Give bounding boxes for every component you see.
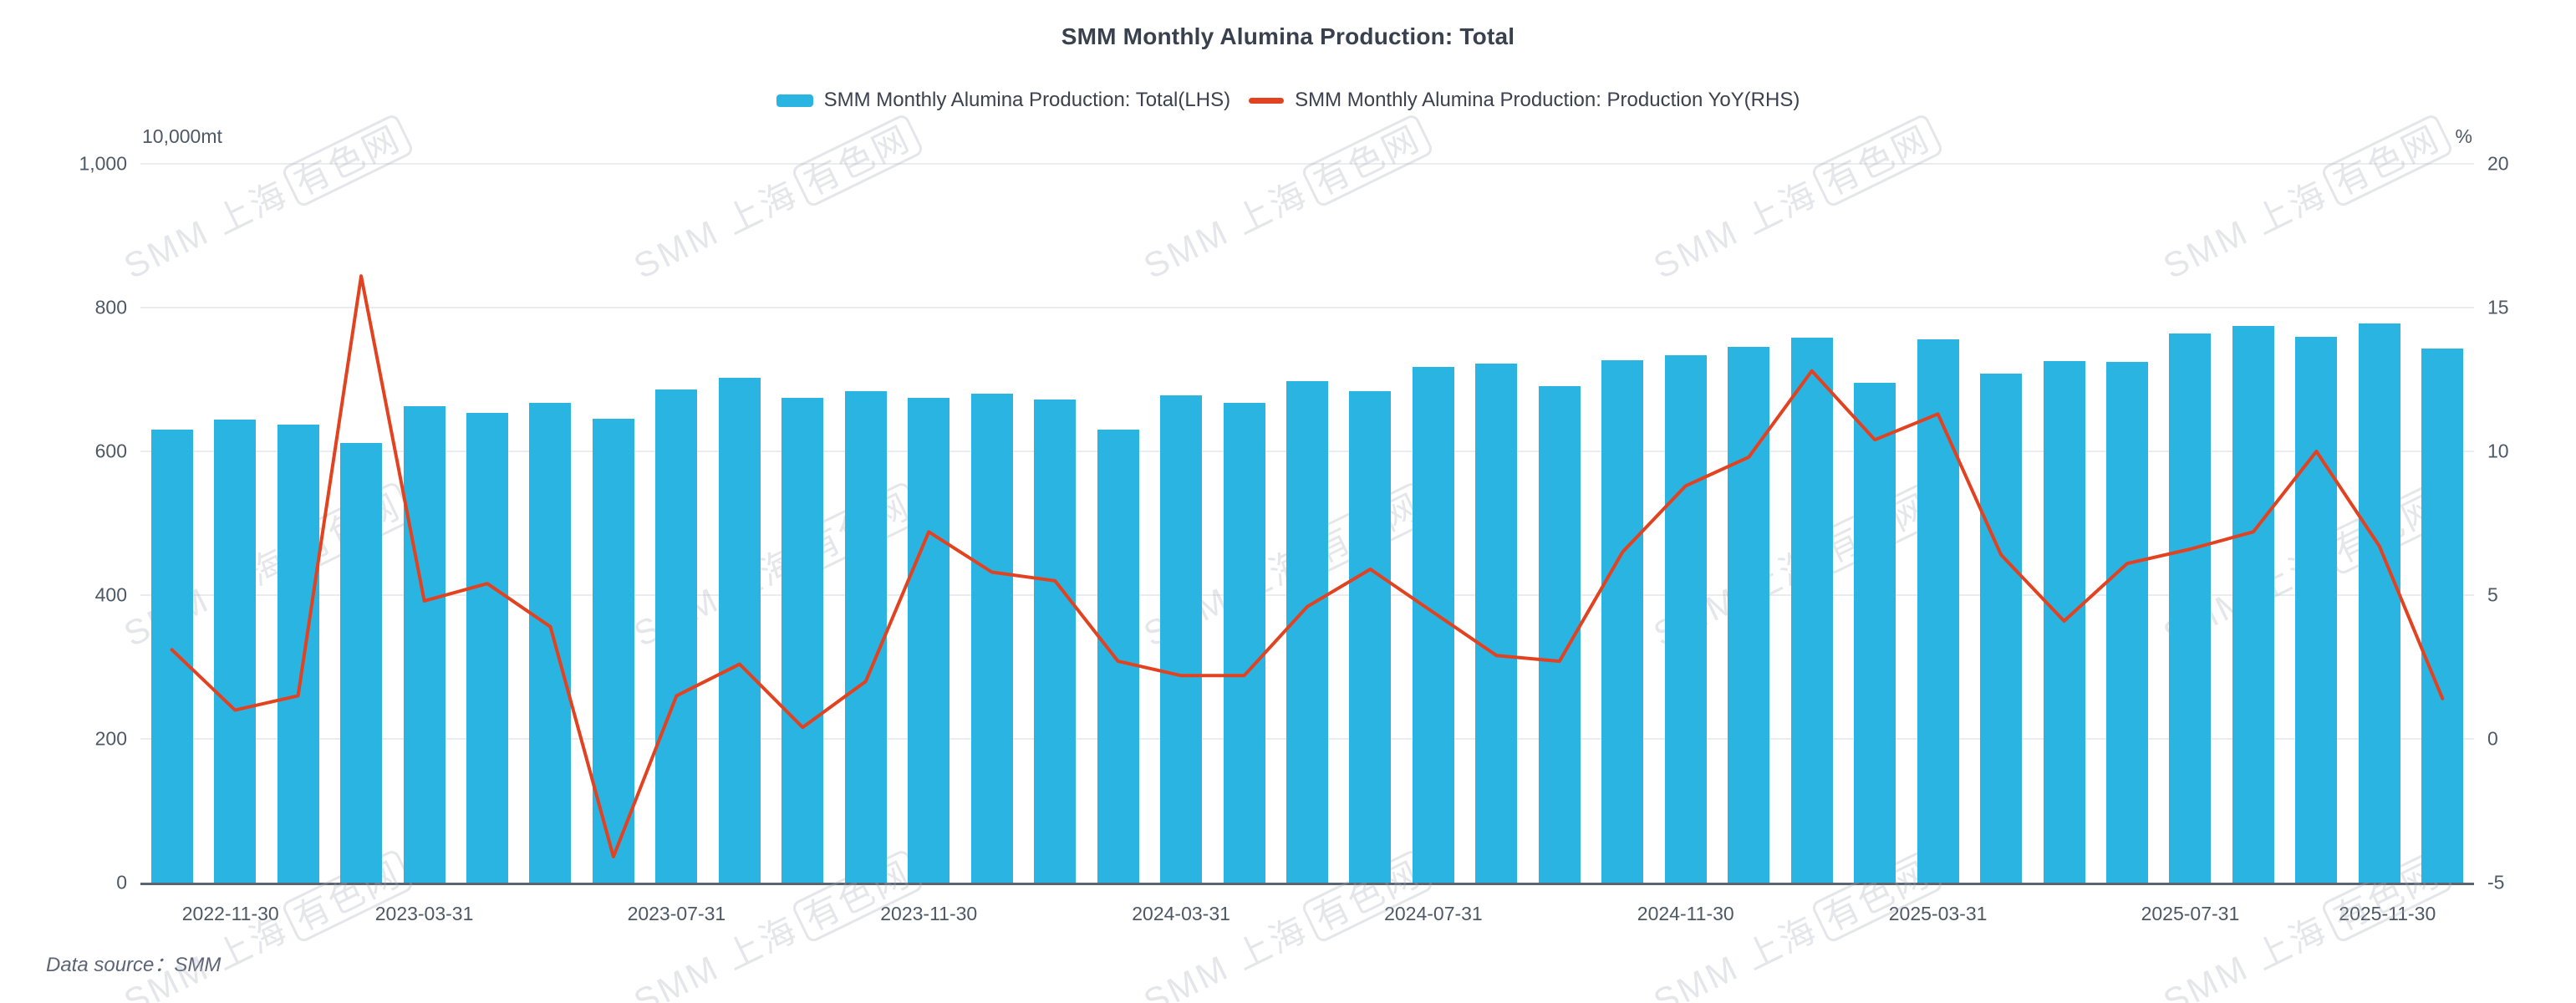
- bar[interactable]: [1664, 354, 1707, 883]
- bar[interactable]: [529, 402, 572, 883]
- x-axis-tick-label: 2022-11-30: [181, 903, 279, 924]
- bar[interactable]: [1160, 395, 1203, 883]
- legend-item-yoy[interactable]: SMM Monthly Alumina Production: Producti…: [1249, 89, 1800, 112]
- bar[interactable]: [908, 397, 950, 883]
- legend-label-yoy: SMM Monthly Alumina Production: Producti…: [1295, 89, 1800, 111]
- bar[interactable]: [1790, 338, 1833, 883]
- x-axis-tick-label: 2024-11-30: [1637, 903, 1734, 924]
- x-axis-tick-label: 2023-03-31: [374, 903, 474, 924]
- bar[interactable]: [970, 394, 1013, 883]
- bar[interactable]: [1223, 403, 1265, 883]
- bar[interactable]: [2232, 326, 2274, 883]
- bar[interactable]: [2105, 362, 2148, 883]
- bar[interactable]: [2295, 337, 2338, 883]
- legend-label-production: SMM Monthly Alumina Production: Total(LH…: [823, 89, 1231, 111]
- bar-series-swatch-icon: [776, 94, 813, 107]
- bar[interactable]: [1917, 339, 1959, 883]
- bar[interactable]: [1475, 364, 1518, 883]
- bar[interactable]: [150, 430, 193, 883]
- bar[interactable]: [340, 442, 383, 883]
- bar[interactable]: [781, 398, 824, 883]
- left-axis-unit: 10,000mt: [142, 125, 222, 147]
- bar[interactable]: [1980, 374, 2023, 883]
- plot-area[interactable]: [140, 163, 2474, 885]
- bar[interactable]: [1349, 390, 1392, 883]
- bar[interactable]: [466, 412, 509, 883]
- right-axis-unit: %: [2455, 125, 2472, 147]
- right-axis-tick-label: 0: [2487, 727, 2498, 750]
- right-axis-tick-label: 15: [2487, 296, 2509, 318]
- x-axis-tick-label: 2025-07-31: [2141, 903, 2240, 924]
- x-axis-tick-label: 2025-03-31: [1888, 903, 1988, 924]
- legend-item-production[interactable]: SMM Monthly Alumina Production: Total(LH…: [776, 89, 1230, 112]
- legend: SMM Monthly Alumina Production: Total(LH…: [0, 87, 2576, 114]
- left-axis-tick-label: 0: [116, 871, 127, 894]
- bar[interactable]: [1854, 383, 1896, 883]
- x-axis-tick-label: 2023-07-31: [627, 903, 726, 924]
- gridline: [140, 307, 2474, 308]
- x-axis-line: [140, 883, 2474, 885]
- bar[interactable]: [277, 425, 319, 883]
- line-series-swatch-icon: [1249, 97, 1285, 104]
- bar[interactable]: [2421, 349, 2464, 883]
- bar[interactable]: [1286, 380, 1328, 883]
- chart-title: SMM Monthly Alumina Production: Total: [1061, 23, 1515, 49]
- x-axis-tick-label: 2024-07-31: [1384, 903, 1483, 924]
- left-axis-tick-label: 1,000: [79, 152, 127, 175]
- x-axis-tick-label: 2024-03-31: [1132, 903, 1230, 924]
- bar[interactable]: [214, 420, 257, 883]
- bar[interactable]: [2358, 323, 2400, 883]
- gridline: [140, 163, 2474, 165]
- right-axis-tick-label: 10: [2487, 440, 2509, 462]
- bar[interactable]: [1412, 367, 1454, 883]
- right-axis-tick-label: 5: [2487, 583, 2498, 606]
- bar[interactable]: [718, 378, 761, 883]
- left-axis-tick-label: 800: [94, 296, 127, 318]
- bar[interactable]: [2169, 333, 2212, 883]
- bar[interactable]: [1097, 430, 1139, 883]
- left-axis-tick-label: 200: [94, 727, 127, 750]
- bar[interactable]: [403, 405, 445, 883]
- data-source-note: Data source：SMM: [46, 954, 221, 976]
- x-axis-tick-label: 2025-11-30: [2339, 903, 2436, 924]
- right-axis-tick-label: -5: [2487, 871, 2505, 894]
- x-axis-tick-label: 2023-11-30: [880, 903, 978, 924]
- left-axis-tick-label: 400: [94, 583, 127, 606]
- bar[interactable]: [844, 390, 887, 883]
- bar[interactable]: [1034, 400, 1077, 883]
- left-axis-tick-label: 600: [94, 440, 127, 462]
- right-axis-tick-label: 20: [2487, 152, 2509, 175]
- yoy-line: [170, 274, 2445, 858]
- bar[interactable]: [1601, 359, 1644, 883]
- bar[interactable]: [655, 389, 698, 883]
